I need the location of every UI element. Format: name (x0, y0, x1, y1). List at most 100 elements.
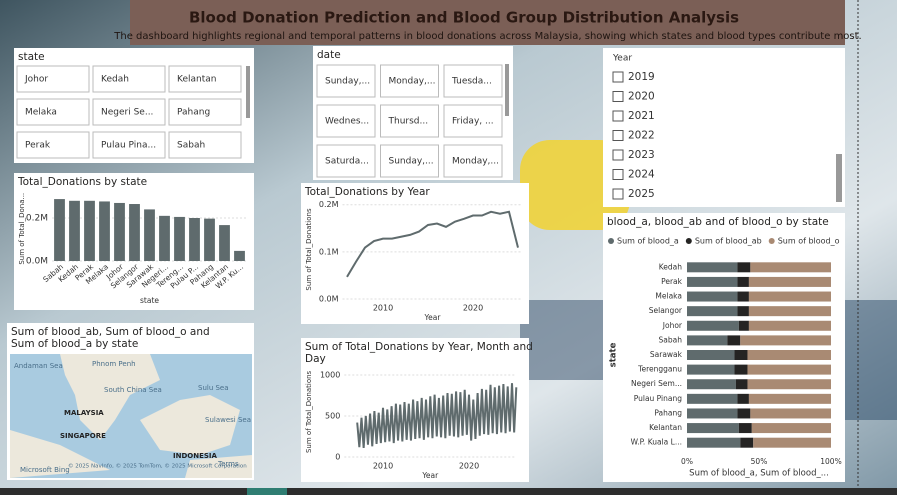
bar-segment (737, 408, 751, 419)
slicer-item[interactable]: Sunday,... (325, 77, 370, 87)
bar-segment (748, 306, 831, 317)
slicer-item[interactable]: 2023 (628, 149, 655, 161)
slicer-item[interactable]: 2022 (628, 130, 655, 142)
background-shape (840, 300, 897, 420)
slicer-button[interactable] (92, 65, 166, 93)
chart-title: Total_Donations by state (17, 176, 147, 188)
slicer-item[interactable]: 2021 (628, 110, 655, 122)
slicer-button[interactable] (316, 64, 376, 98)
slicer-item[interactable]: Perak (25, 141, 51, 151)
slicer-item[interactable]: Friday, ... (452, 117, 494, 127)
bar (114, 202, 125, 261)
slicer-item[interactable]: 2024 (628, 169, 655, 181)
slicer-item[interactable]: 2025 (628, 188, 655, 200)
slicer-item[interactable]: Sabah (177, 141, 205, 151)
slicer-item[interactable]: Kedah (101, 75, 129, 85)
bar-segment (740, 437, 754, 448)
legend-label[interactable]: Sum of blood_o (778, 237, 840, 246)
x-tick-label: 2020 (459, 462, 479, 471)
y-tick-label: 0.1M (319, 247, 339, 256)
map-label: Microsoft Bing (20, 466, 70, 474)
scrollbar[interactable] (836, 154, 842, 202)
bar-segment (750, 408, 831, 419)
slicer-button[interactable] (16, 65, 90, 93)
bar-segment (738, 423, 752, 434)
slicer-item[interactable]: Monday,... (452, 157, 499, 167)
scrollbar[interactable] (505, 64, 509, 116)
bar-segment (751, 423, 831, 434)
bar-segment (687, 364, 735, 375)
slicer-item[interactable]: 2019 (628, 71, 655, 83)
bar-segment (734, 364, 748, 375)
bar-segment (735, 379, 748, 390)
slicer-button[interactable] (16, 98, 90, 126)
bar-segment (687, 335, 728, 346)
checkbox[interactable] (612, 91, 624, 102)
map-label: Andaman Sea (14, 362, 63, 370)
slicer-button[interactable] (92, 98, 166, 126)
bar-segment (687, 350, 735, 360)
chart-title: Total_Donations by Year (304, 186, 430, 198)
checkbox[interactable] (612, 149, 624, 161)
slicer-item[interactable]: Negeri Se... (101, 108, 153, 118)
slicer-item[interactable]: Kelantan (177, 75, 216, 85)
slicer-button[interactable] (380, 144, 439, 178)
checkbox[interactable] (612, 110, 624, 122)
bar-segment (748, 393, 831, 404)
slicer-button[interactable] (168, 65, 242, 93)
legend-label[interactable]: Sum of blood_ab (695, 237, 762, 246)
bar-segment (737, 393, 749, 404)
map-land (185, 455, 252, 478)
y-tick-label: 500 (325, 412, 340, 421)
footer-tab[interactable] (247, 488, 287, 495)
background-shape (520, 140, 630, 230)
slicer-item[interactable]: Pahang (177, 108, 210, 118)
y-tick-label: Melaka (655, 292, 682, 301)
y-tick-label: Terengganu (637, 365, 682, 374)
slicer-button[interactable] (168, 131, 242, 159)
slicer-item[interactable]: Saturda... (325, 157, 369, 167)
checkbox[interactable] (612, 130, 624, 141)
scrollbar[interactable] (246, 66, 250, 118)
slicer-item[interactable]: 2020 (628, 91, 655, 103)
checkbox[interactable] (612, 188, 624, 200)
map-label: SINGAPORE (60, 432, 106, 440)
slicer-button[interactable] (16, 131, 90, 159)
y-tick-label: Selangor (649, 306, 683, 315)
x-tick-label: 2010 (373, 462, 393, 471)
slicer-item[interactable]: Thursd... (388, 117, 429, 127)
slicer-item[interactable]: Tuesda... (451, 77, 492, 87)
slicer-button[interactable] (316, 144, 376, 178)
slicer-button[interactable] (316, 104, 376, 138)
slicer-button[interactable] (92, 131, 166, 159)
slicer-button[interactable] (168, 98, 242, 126)
bar-segment (687, 320, 739, 331)
panel (301, 183, 529, 324)
bar-segment (748, 276, 831, 287)
bar-segment (748, 291, 831, 302)
map-label[interactable]: Terms (217, 460, 239, 468)
slicer-item[interactable]: Melaka (25, 108, 57, 118)
slicer-button[interactable] (380, 64, 439, 98)
slicer-item[interactable]: Wednes... (325, 117, 369, 127)
y-tick-label: 0.2M (26, 214, 48, 224)
slicer-item[interactable]: Johor (24, 75, 48, 85)
slicer-button[interactable] (380, 104, 439, 138)
bar-segment (737, 262, 751, 273)
legend-label[interactable]: Sum of blood_a (617, 237, 679, 246)
map-land (60, 354, 160, 440)
checkbox[interactable] (612, 169, 624, 180)
slicer-item[interactable]: Pulau Pina... (101, 141, 156, 151)
x-tick-label: 2010 (373, 304, 393, 313)
slicer-button[interactable] (443, 144, 503, 178)
slicer-item[interactable]: Monday,... (389, 77, 436, 87)
slicer-button[interactable] (443, 64, 503, 98)
y-tick-label: 0.2M (319, 200, 339, 209)
slicer-item[interactable]: Sunday,... (389, 157, 434, 167)
slicer-title: state (18, 51, 45, 63)
checkbox[interactable] (612, 71, 624, 83)
y-tick-label: 0.0M (26, 257, 48, 267)
y-axis-title: Sum of Total_Dona... (18, 193, 26, 265)
y-tick-label: Pahang (654, 408, 682, 417)
slicer-button[interactable] (443, 104, 503, 138)
